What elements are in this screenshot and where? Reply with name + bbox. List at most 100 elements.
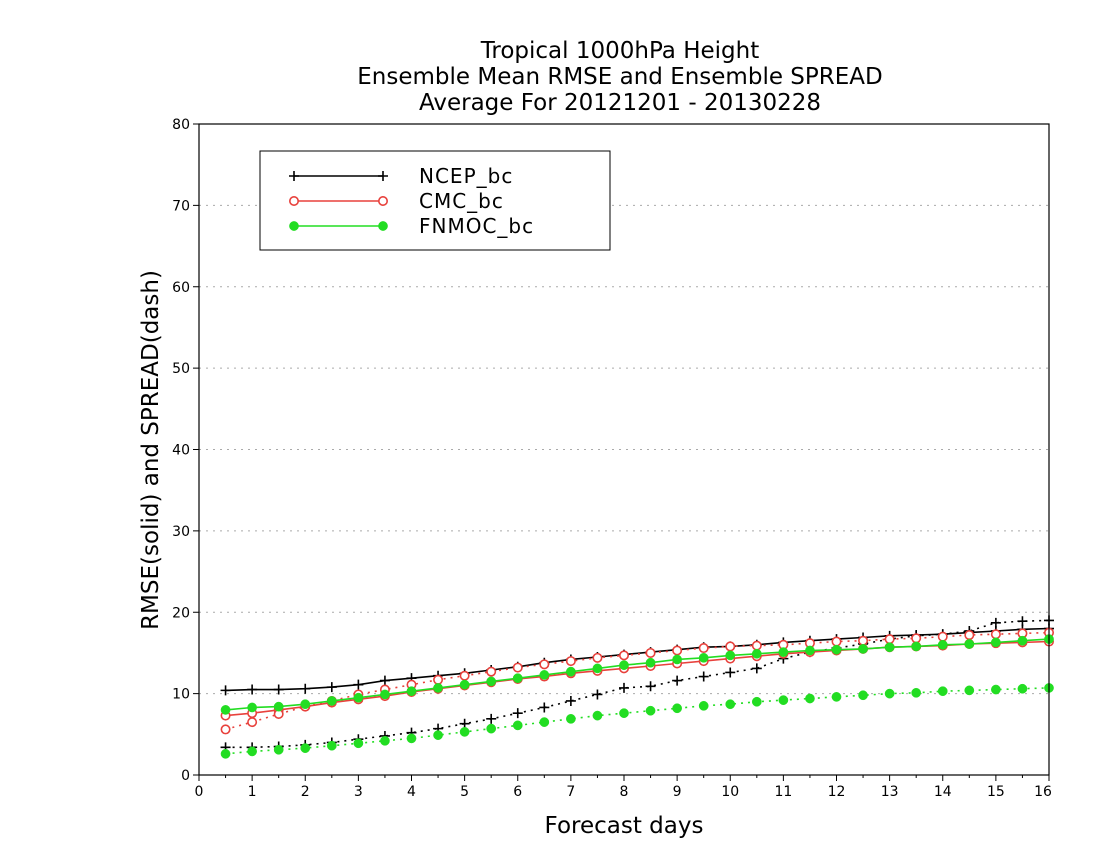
y-tick-label: 70 bbox=[172, 198, 190, 214]
legend-label: CMC_bc bbox=[419, 189, 504, 213]
data-point bbox=[858, 635, 869, 646]
series-CMC_bc-SPREAD bbox=[220, 627, 1055, 735]
chart-title-line-1: Tropical 1000hPa Height bbox=[480, 38, 760, 64]
y-tick-label: 60 bbox=[172, 280, 190, 296]
legend-marker bbox=[377, 196, 388, 207]
data-point bbox=[884, 642, 895, 653]
x-tick-label: 9 bbox=[673, 784, 682, 800]
data-point bbox=[512, 720, 523, 731]
x-tick-label: 16 bbox=[1034, 784, 1052, 800]
y-tick-label: 10 bbox=[172, 687, 190, 703]
data-point bbox=[326, 682, 337, 693]
data-point bbox=[964, 685, 975, 696]
y-axis-label: RMSE(solid) and SPREAD(dash) bbox=[138, 270, 164, 630]
y-tick-label: 50 bbox=[172, 361, 190, 377]
data-point bbox=[380, 735, 390, 746]
legend-marker bbox=[289, 171, 299, 181]
x-tick-label: 8 bbox=[620, 784, 629, 800]
data-point bbox=[751, 696, 762, 707]
series-FNMOC_bc-RMSE bbox=[220, 634, 1054, 715]
data-point bbox=[380, 689, 390, 700]
data-point bbox=[273, 684, 284, 695]
legend-item: CMC_bc bbox=[288, 189, 504, 213]
data-point bbox=[778, 647, 789, 657]
data-point bbox=[592, 689, 603, 700]
data-point bbox=[300, 683, 311, 694]
x-tick-label: 3 bbox=[354, 784, 363, 800]
x-tick-label: 7 bbox=[566, 784, 575, 800]
data-point bbox=[964, 630, 975, 641]
legend-marker bbox=[289, 221, 299, 231]
data-point bbox=[353, 679, 364, 690]
data-point bbox=[539, 717, 550, 727]
data-point bbox=[725, 650, 736, 661]
legend-marker bbox=[378, 171, 388, 181]
data-point bbox=[751, 648, 762, 659]
data-point bbox=[1017, 635, 1028, 646]
data-point bbox=[725, 699, 736, 710]
data-point bbox=[698, 643, 709, 654]
y-tick-label: 80 bbox=[172, 117, 190, 133]
data-point bbox=[911, 641, 922, 652]
data-point bbox=[512, 673, 523, 684]
data-point bbox=[379, 675, 390, 686]
x-tick-label: 2 bbox=[301, 784, 310, 800]
data-point bbox=[247, 746, 257, 757]
data-point bbox=[805, 693, 815, 704]
x-tick-label: 4 bbox=[407, 784, 416, 800]
data-point bbox=[247, 717, 258, 728]
data-point bbox=[486, 713, 497, 724]
data-point bbox=[406, 733, 417, 744]
data-point bbox=[618, 650, 629, 661]
data-point bbox=[884, 688, 895, 699]
data-point bbox=[565, 656, 576, 667]
data-point bbox=[247, 702, 257, 713]
data-point bbox=[592, 652, 603, 663]
data-point bbox=[300, 743, 311, 753]
data-point bbox=[433, 674, 444, 685]
data-point bbox=[619, 708, 629, 719]
data-point bbox=[220, 685, 231, 696]
data-point bbox=[990, 617, 1001, 628]
data-point bbox=[486, 723, 497, 734]
chart-title: Tropical 1000hPa Height Ensemble Mean RM… bbox=[357, 38, 882, 116]
y-axis: 0 10 20 30 40 50 60 70 80 bbox=[172, 117, 199, 784]
data-point bbox=[539, 702, 550, 713]
data-point bbox=[486, 666, 497, 677]
series-line bbox=[225, 619, 1050, 749]
data-point bbox=[565, 695, 576, 706]
data-point bbox=[592, 710, 603, 721]
data-point bbox=[858, 690, 868, 701]
data-point bbox=[353, 738, 364, 749]
data-point bbox=[247, 684, 258, 695]
data-point bbox=[911, 633, 922, 644]
data-point bbox=[990, 629, 1001, 640]
x-tick-label: 15 bbox=[987, 784, 1005, 800]
data-point bbox=[512, 662, 523, 673]
chart-title-line-3: Average For 20121201 - 20130228 bbox=[419, 90, 821, 116]
data-point bbox=[645, 657, 656, 668]
data-point bbox=[858, 644, 868, 654]
data-point bbox=[566, 666, 576, 677]
data-point bbox=[566, 714, 576, 724]
data-point bbox=[459, 727, 470, 737]
data-point bbox=[778, 695, 789, 705]
data-point bbox=[406, 686, 417, 697]
series-layer bbox=[220, 615, 1055, 759]
gridlines bbox=[199, 204, 1049, 695]
data-point bbox=[1017, 616, 1028, 627]
data-point bbox=[273, 701, 284, 712]
x-tick-label: 14 bbox=[934, 784, 952, 800]
legend-item: FNMOC_bc bbox=[289, 214, 533, 238]
y-tick-label: 40 bbox=[172, 443, 190, 459]
data-point bbox=[831, 644, 842, 655]
data-point bbox=[645, 705, 656, 716]
data-point bbox=[433, 730, 443, 740]
data-point bbox=[964, 639, 975, 649]
data-point bbox=[991, 637, 1001, 648]
x-tick-label: 1 bbox=[248, 784, 257, 800]
series-FNMOC_bc-SPREAD bbox=[220, 683, 1054, 759]
series-NCEP_bc-SPREAD bbox=[220, 615, 1054, 753]
data-point bbox=[539, 670, 550, 680]
